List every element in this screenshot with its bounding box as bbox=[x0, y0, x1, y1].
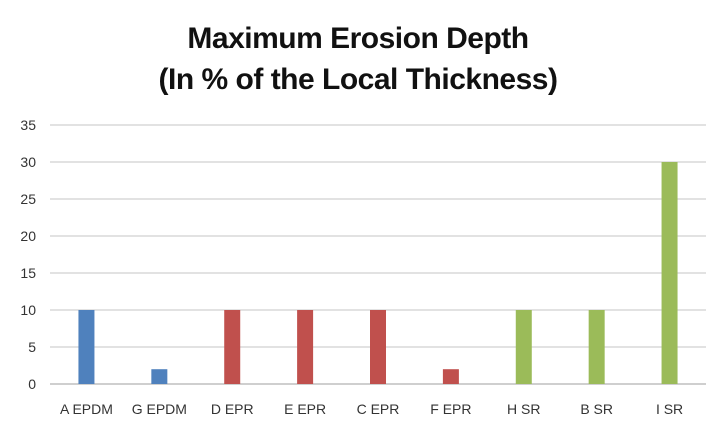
bar bbox=[224, 310, 241, 384]
x-tick-label: E EPR bbox=[284, 401, 326, 417]
y-tick-labels: 0 5 10 15 20 25 30 35 bbox=[20, 117, 36, 392]
x-tick-labels: A EPDM G EPDM D EPR E EPR C EPR F EPR H SR B SR… bbox=[60, 401, 683, 417]
y-tick-label: 15 bbox=[20, 265, 36, 281]
x-tick-label: A EPDM bbox=[60, 401, 113, 417]
bar bbox=[151, 369, 168, 384]
bar bbox=[661, 162, 678, 384]
y-tick-label: 10 bbox=[20, 302, 36, 318]
y-tick-label: 25 bbox=[20, 191, 36, 207]
x-tick-label: B SR bbox=[580, 401, 613, 417]
bar bbox=[515, 310, 532, 384]
x-tick-label: C EPR bbox=[357, 401, 400, 417]
bar bbox=[588, 310, 605, 384]
bar bbox=[442, 369, 459, 384]
x-tick-label: I SR bbox=[656, 401, 683, 417]
x-tick-label: D EPR bbox=[211, 401, 254, 417]
y-tick-label: 5 bbox=[28, 339, 36, 355]
x-tick-label: F EPR bbox=[430, 401, 471, 417]
y-tick-label: 30 bbox=[20, 154, 36, 170]
chart-title-line-2: (In % of the Local Thickness) bbox=[158, 63, 558, 96]
y-tick-label: 0 bbox=[28, 376, 36, 392]
bar bbox=[78, 310, 95, 384]
chart-title-line-1: Maximum Erosion Depth bbox=[187, 22, 529, 55]
y-tick-label: 35 bbox=[20, 117, 36, 133]
bar bbox=[297, 310, 314, 384]
y-tick-label: 20 bbox=[20, 228, 36, 244]
x-tick-label: H SR bbox=[507, 401, 540, 417]
x-tick-label: G EPDM bbox=[132, 401, 187, 417]
bar bbox=[370, 310, 386, 384]
bars bbox=[78, 162, 678, 384]
